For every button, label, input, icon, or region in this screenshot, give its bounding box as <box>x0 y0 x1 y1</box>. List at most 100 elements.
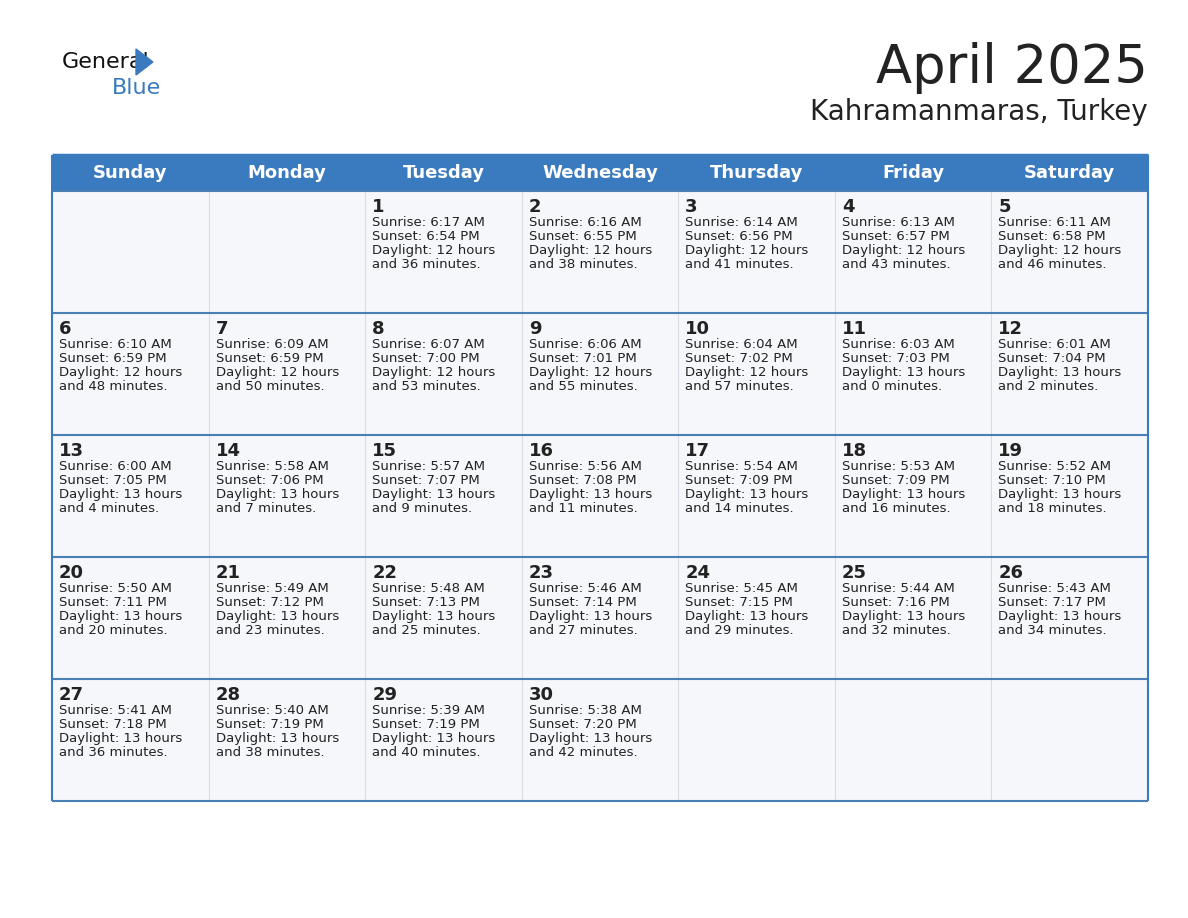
Text: and 27 minutes.: and 27 minutes. <box>529 624 638 637</box>
Text: 29: 29 <box>372 686 397 704</box>
Text: Daylight: 12 hours: Daylight: 12 hours <box>685 366 809 379</box>
Text: Sunrise: 5:53 AM: Sunrise: 5:53 AM <box>842 460 955 473</box>
Text: Sunrise: 6:17 AM: Sunrise: 6:17 AM <box>372 216 485 229</box>
Text: 5: 5 <box>998 198 1011 216</box>
Text: Friday: Friday <box>881 164 944 182</box>
Text: General: General <box>62 52 150 72</box>
Text: Daylight: 12 hours: Daylight: 12 hours <box>59 366 182 379</box>
Text: Sunrise: 6:11 AM: Sunrise: 6:11 AM <box>998 216 1111 229</box>
Text: Daylight: 12 hours: Daylight: 12 hours <box>215 366 339 379</box>
Text: 25: 25 <box>842 564 867 582</box>
Text: Sunrise: 6:09 AM: Sunrise: 6:09 AM <box>215 338 328 351</box>
Text: and 43 minutes.: and 43 minutes. <box>842 258 950 271</box>
Text: Sunrise: 6:06 AM: Sunrise: 6:06 AM <box>529 338 642 351</box>
Text: and 4 minutes.: and 4 minutes. <box>59 502 159 515</box>
Text: Daylight: 13 hours: Daylight: 13 hours <box>59 488 182 501</box>
Bar <box>992 313 1148 435</box>
Text: 20: 20 <box>59 564 84 582</box>
Text: Sunset: 7:13 PM: Sunset: 7:13 PM <box>372 596 480 609</box>
Text: Kahramanmaras, Turkey: Kahramanmaras, Turkey <box>810 98 1148 126</box>
Bar <box>52 557 209 679</box>
Text: 1: 1 <box>372 198 385 216</box>
Text: Daylight: 12 hours: Daylight: 12 hours <box>842 244 965 257</box>
Bar <box>209 435 365 557</box>
Text: Daylight: 13 hours: Daylight: 13 hours <box>215 488 339 501</box>
Text: Daylight: 13 hours: Daylight: 13 hours <box>372 488 495 501</box>
Text: and 23 minutes.: and 23 minutes. <box>215 624 324 637</box>
Text: Daylight: 13 hours: Daylight: 13 hours <box>215 610 339 623</box>
Bar <box>209 557 365 679</box>
Text: Sunrise: 5:57 AM: Sunrise: 5:57 AM <box>372 460 485 473</box>
Bar <box>365 435 522 557</box>
Text: 10: 10 <box>685 320 710 338</box>
Bar <box>992 191 1148 313</box>
Text: Sunset: 7:00 PM: Sunset: 7:00 PM <box>372 352 480 365</box>
Text: 15: 15 <box>372 442 397 460</box>
Bar <box>522 557 678 679</box>
Bar <box>835 191 992 313</box>
Bar <box>522 155 678 191</box>
Text: Sunset: 7:15 PM: Sunset: 7:15 PM <box>685 596 794 609</box>
Text: and 38 minutes.: and 38 minutes. <box>529 258 637 271</box>
Bar <box>678 155 835 191</box>
Text: Daylight: 12 hours: Daylight: 12 hours <box>685 244 809 257</box>
Text: Sunset: 6:55 PM: Sunset: 6:55 PM <box>529 230 637 243</box>
Text: Sunrise: 5:44 AM: Sunrise: 5:44 AM <box>842 582 955 595</box>
Text: Sunrise: 5:52 AM: Sunrise: 5:52 AM <box>998 460 1112 473</box>
Text: and 55 minutes.: and 55 minutes. <box>529 380 638 393</box>
Text: Sunrise: 5:40 AM: Sunrise: 5:40 AM <box>215 704 328 717</box>
Text: Sunset: 7:09 PM: Sunset: 7:09 PM <box>685 474 792 487</box>
Text: Sunset: 7:19 PM: Sunset: 7:19 PM <box>372 718 480 731</box>
Bar <box>52 191 209 313</box>
Text: and 14 minutes.: and 14 minutes. <box>685 502 794 515</box>
Text: Daylight: 13 hours: Daylight: 13 hours <box>372 610 495 623</box>
Text: 7: 7 <box>215 320 228 338</box>
Text: Sunrise: 6:03 AM: Sunrise: 6:03 AM <box>842 338 955 351</box>
Text: Sunset: 6:56 PM: Sunset: 6:56 PM <box>685 230 792 243</box>
Text: Sunset: 7:06 PM: Sunset: 7:06 PM <box>215 474 323 487</box>
Text: Sunrise: 5:41 AM: Sunrise: 5:41 AM <box>59 704 172 717</box>
Text: Sunrise: 6:16 AM: Sunrise: 6:16 AM <box>529 216 642 229</box>
Text: and 2 minutes.: and 2 minutes. <box>998 380 1099 393</box>
Text: Blue: Blue <box>112 78 162 98</box>
Text: and 38 minutes.: and 38 minutes. <box>215 746 324 759</box>
Text: Daylight: 13 hours: Daylight: 13 hours <box>215 732 339 745</box>
Text: 12: 12 <box>998 320 1023 338</box>
Bar <box>365 679 522 801</box>
Text: Sunset: 7:07 PM: Sunset: 7:07 PM <box>372 474 480 487</box>
Text: Sunset: 7:10 PM: Sunset: 7:10 PM <box>998 474 1106 487</box>
Bar <box>52 435 209 557</box>
Text: 17: 17 <box>685 442 710 460</box>
Text: Sunset: 6:59 PM: Sunset: 6:59 PM <box>215 352 323 365</box>
Text: Sunset: 7:18 PM: Sunset: 7:18 PM <box>59 718 166 731</box>
Text: Daylight: 13 hours: Daylight: 13 hours <box>842 366 965 379</box>
Text: Sunset: 6:54 PM: Sunset: 6:54 PM <box>372 230 480 243</box>
Text: Sunrise: 5:43 AM: Sunrise: 5:43 AM <box>998 582 1111 595</box>
Text: Sunrise: 6:13 AM: Sunrise: 6:13 AM <box>842 216 955 229</box>
Text: and 42 minutes.: and 42 minutes. <box>529 746 637 759</box>
Text: Daylight: 12 hours: Daylight: 12 hours <box>372 366 495 379</box>
Text: and 53 minutes.: and 53 minutes. <box>372 380 481 393</box>
Text: and 9 minutes.: and 9 minutes. <box>372 502 473 515</box>
Bar <box>522 313 678 435</box>
Text: Thursday: Thursday <box>710 164 803 182</box>
Text: Sunset: 6:59 PM: Sunset: 6:59 PM <box>59 352 166 365</box>
Text: Monday: Monday <box>247 164 327 182</box>
Text: and 36 minutes.: and 36 minutes. <box>372 258 481 271</box>
Text: Sunset: 7:11 PM: Sunset: 7:11 PM <box>59 596 166 609</box>
Text: 16: 16 <box>529 442 554 460</box>
Text: Sunset: 7:20 PM: Sunset: 7:20 PM <box>529 718 637 731</box>
Text: and 29 minutes.: and 29 minutes. <box>685 624 794 637</box>
Text: Daylight: 12 hours: Daylight: 12 hours <box>529 244 652 257</box>
Text: Sunset: 6:58 PM: Sunset: 6:58 PM <box>998 230 1106 243</box>
Text: Sunset: 7:12 PM: Sunset: 7:12 PM <box>215 596 323 609</box>
Text: Daylight: 13 hours: Daylight: 13 hours <box>59 732 182 745</box>
Text: Daylight: 12 hours: Daylight: 12 hours <box>529 366 652 379</box>
Text: and 0 minutes.: and 0 minutes. <box>842 380 942 393</box>
Text: Sunrise: 5:46 AM: Sunrise: 5:46 AM <box>529 582 642 595</box>
Bar <box>835 679 992 801</box>
Text: and 36 minutes.: and 36 minutes. <box>59 746 168 759</box>
Text: 8: 8 <box>372 320 385 338</box>
Text: and 46 minutes.: and 46 minutes. <box>998 258 1107 271</box>
Bar <box>52 679 209 801</box>
